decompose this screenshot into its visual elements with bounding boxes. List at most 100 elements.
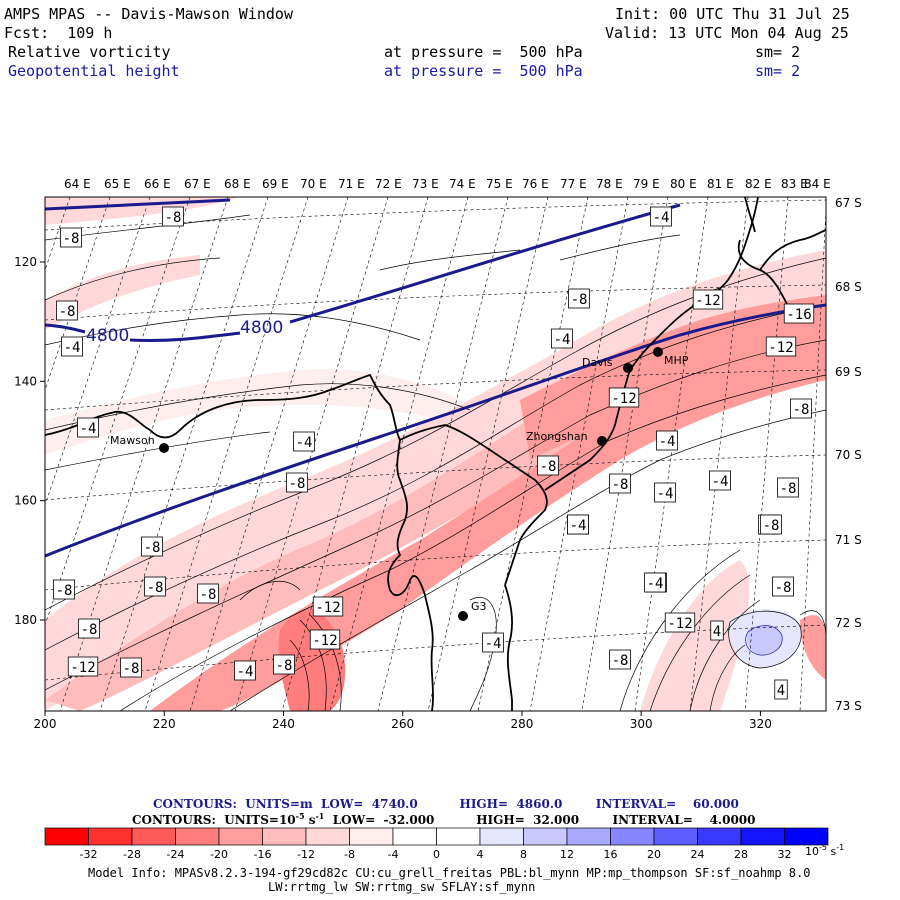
svg-text:-12: -12 <box>312 633 337 649</box>
vorticity-label: -8 <box>777 477 799 498</box>
svg-text:-8: -8 <box>81 622 98 638</box>
mhp-station-marker <box>653 347 663 357</box>
geopotential-contours <box>45 198 826 558</box>
svg-text:-8: -8 <box>289 476 306 492</box>
x-tick-label: 300 <box>630 717 653 731</box>
vorticity-label: -4 <box>656 430 678 451</box>
y-axis-ticks: 120 140 160 180 <box>14 255 45 627</box>
longitude-label: 84 E <box>804 177 831 191</box>
vorticity-label: -8 <box>609 473 631 494</box>
svg-text:-8: -8 <box>540 459 557 475</box>
x-tick-label: 320 <box>749 717 772 731</box>
latitude-labels: 67 S 68 S 69 S 70 S 71 S 72 S 73 S <box>835 196 862 713</box>
vorticity-label: -8 <box>141 536 163 557</box>
longitude-labels: 64 E 65 E 66 E 67 E 68 E 69 E 70 E 71 E 72 E 73 E… <box>64 177 831 191</box>
vorticity-label: -4 <box>234 660 256 681</box>
colorbar-tick-label: -12 <box>297 848 315 861</box>
vorticity-label: -8 <box>60 227 82 248</box>
latitude-label: 71 S <box>835 533 862 547</box>
svg-text:-4: -4 <box>659 434 676 450</box>
field2-smoothing: sm= 2 <box>755 62 801 80</box>
vorticity-label: 4 <box>710 620 724 641</box>
colorbar <box>44 827 829 846</box>
field2-level: at pressure = 500 hPa <box>384 62 583 80</box>
vorticity-contour-info: CONTOURS: UNITS=10-5 s-1 LOW= -32.000 HI… <box>132 811 756 827</box>
svg-text:-12: -12 <box>768 340 793 356</box>
colorbar-swatch <box>653 827 698 846</box>
svg-text:-4: -4 <box>80 421 97 437</box>
svg-text:-8: -8 <box>612 653 629 669</box>
longitude-label: 78 E <box>596 177 623 191</box>
longitude-label: 71 E <box>338 177 365 191</box>
x-tick-label: 200 <box>34 717 57 731</box>
svg-text:-4: -4 <box>485 636 502 652</box>
colorbar-tick-label: -8 <box>344 848 355 861</box>
longitude-label: 77 E <box>560 177 587 191</box>
colorbar-tick-label: -16 <box>254 848 272 861</box>
vorticity-label: -4 <box>709 470 731 491</box>
longitude-label: 74 E <box>449 177 476 191</box>
colorbar-swatch <box>305 827 350 846</box>
colorbar-ticks: -32 -28 -24 -20 -16 -12 -8 -4 0 4 8 12 16 20 24 28 32 <box>80 848 792 861</box>
longitude-label: 70 E <box>300 177 327 191</box>
vorticity-label: -12 <box>312 596 344 617</box>
g3-station-marker <box>458 611 468 621</box>
colorbar-swatch <box>740 827 785 846</box>
svg-text:-4: -4 <box>657 486 674 502</box>
svg-text:-4: -4 <box>296 435 313 451</box>
vorticity-label: -8 <box>609 649 631 670</box>
svg-text:-8: -8 <box>276 658 293 674</box>
x-tick-label: 240 <box>272 717 295 731</box>
svg-text:-8: -8 <box>56 583 73 599</box>
y-tick-label: 120 <box>14 255 37 269</box>
station-label-mawson: Mawson <box>110 434 155 447</box>
vorticity-label: -8 <box>53 579 75 600</box>
colorbar-tick-label: 24 <box>691 848 705 861</box>
colorbar-swatch <box>784 827 829 846</box>
mawson-station-marker <box>159 443 169 453</box>
colorbar-tick-label: 16 <box>604 848 618 861</box>
longitude-label: 72 E <box>375 177 402 191</box>
forecast-hour: Fcst: 109 h <box>4 24 113 42</box>
colorbar-tick-label: -24 <box>167 848 185 861</box>
vorticity-label: -8 <box>56 300 78 321</box>
colorbar-tick-label: 4 <box>477 848 484 861</box>
station-label-mhp: MHP <box>664 354 689 367</box>
vorticity-label: -4 <box>482 632 504 653</box>
svg-text:-12: -12 <box>70 660 95 676</box>
colorbar-swatch <box>88 827 133 846</box>
colorbar-swatch <box>218 827 263 846</box>
vorticity-label: -8 <box>197 583 219 604</box>
svg-text:4: 4 <box>777 683 785 699</box>
station-label-davis: Davis <box>582 356 613 369</box>
map-title: AMPS MPAS -- Davis-Mawson Window <box>4 5 293 23</box>
x-axis-ticks: 200 220 240 260 280 300 320 <box>34 711 772 731</box>
colorbar-swatch <box>436 827 481 846</box>
y-tick-label: 160 <box>14 494 37 508</box>
svg-text:-8: -8 <box>63 231 80 247</box>
colorbar-swatch <box>44 827 89 846</box>
svg-text:4: 4 <box>713 624 721 640</box>
valid-time: Valid: 13 UTC Mon 04 Aug 25 <box>605 24 849 42</box>
x-tick-label: 260 <box>391 717 414 731</box>
latitude-label: 70 S <box>835 448 862 462</box>
latitude-label: 68 S <box>835 280 862 294</box>
vorticity-label: -4 <box>644 572 666 593</box>
longitude-label: 65 E <box>104 177 131 191</box>
longitude-label: 64 E <box>64 177 91 191</box>
colorbar-unit: 10-5 s-1 <box>805 843 844 858</box>
vorticity-label: 4 <box>774 679 788 700</box>
latitude-label: 67 S <box>835 196 862 210</box>
height-contour-info: CONTOURS: UNITS=m LOW= 4740.0 HIGH= 4860… <box>153 797 739 811</box>
svg-text:-8: -8 <box>144 540 161 556</box>
svg-text:-4: -4 <box>712 474 729 490</box>
vorticity-label: -8 <box>273 654 295 675</box>
x-tick-label: 220 <box>153 717 176 731</box>
coastline <box>45 197 826 711</box>
davis-station-marker <box>623 363 633 373</box>
svg-text:-8: -8 <box>571 292 588 308</box>
svg-text:-12: -12 <box>667 616 692 632</box>
colorbar-swatch <box>131 827 176 846</box>
colorbar-swatch <box>392 827 437 846</box>
vorticity-label: -8 <box>144 576 166 597</box>
